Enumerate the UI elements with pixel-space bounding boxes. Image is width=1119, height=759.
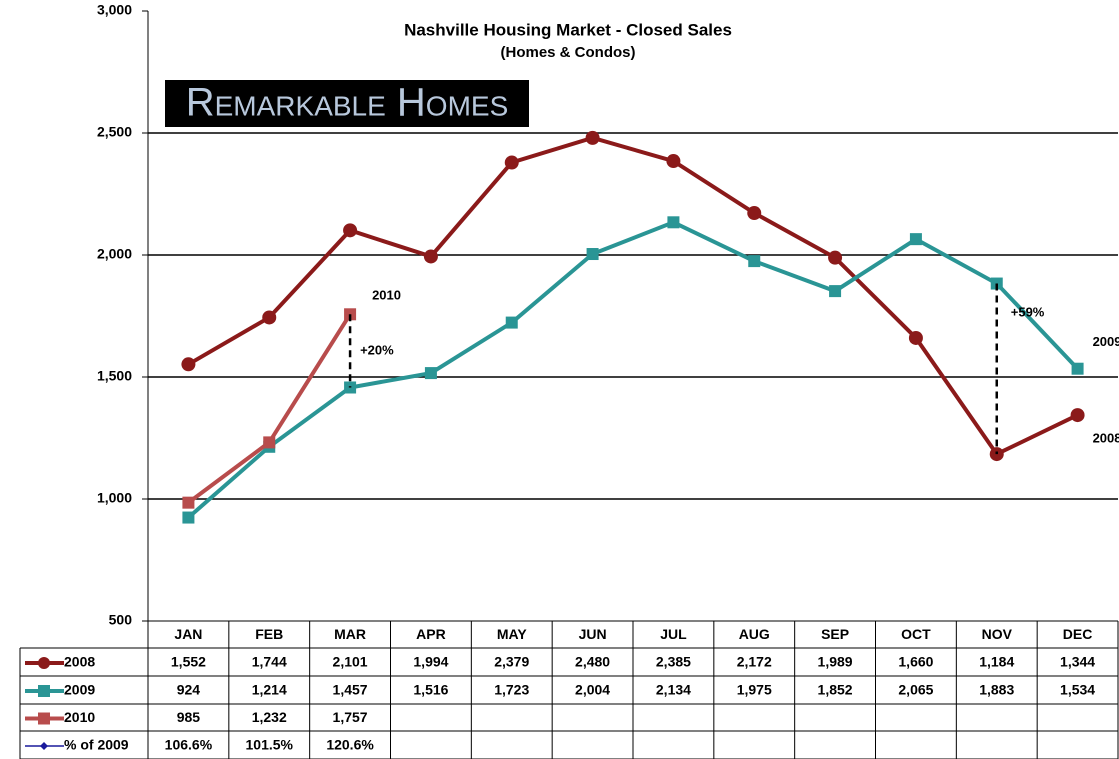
table-cell: 2,065: [898, 682, 933, 698]
point: [908, 330, 923, 345]
point: [182, 496, 195, 509]
x-tick-label: AUG: [739, 626, 770, 642]
table-cell: 1,534: [1060, 682, 1095, 698]
y-tick-label: 3,000: [97, 2, 132, 18]
point: [181, 357, 196, 372]
point: [667, 216, 680, 229]
y-tick-label: 500: [109, 612, 133, 628]
y-tick-label: 2,000: [97, 246, 132, 262]
table-cell: 1,975: [737, 682, 772, 698]
table-cell: 1,214: [252, 682, 287, 698]
line: [187, 220, 1080, 520]
logo-box: [165, 80, 529, 127]
point: [666, 154, 681, 169]
x-tick-label: OCT: [901, 626, 931, 642]
annotation: 2010: [372, 288, 401, 303]
table-cell: 2,385: [656, 654, 691, 670]
table-cell: 1,184: [979, 654, 1014, 670]
table-cell: 1,994: [413, 654, 448, 670]
table-cell: 2,101: [333, 654, 368, 670]
table-cell: 1,852: [818, 682, 853, 698]
point: [343, 223, 358, 238]
point: [182, 511, 195, 524]
table-cell: 924: [177, 682, 201, 698]
table-cell: 1,516: [413, 682, 448, 698]
table-cell: 1,552: [171, 654, 206, 670]
x-tick-label: JUN: [579, 626, 607, 642]
point: [748, 255, 761, 268]
legend-marker: [38, 712, 50, 725]
y-tick-label: 1,000: [97, 490, 132, 506]
legend-label: 2009: [64, 682, 95, 698]
annotation: 2008: [1093, 431, 1119, 446]
table-cell: 1,883: [979, 682, 1014, 698]
table-cell: 1,232: [252, 709, 287, 725]
line: [187, 135, 1079, 457]
point: [504, 155, 519, 170]
table-cell: 120.6%: [326, 737, 374, 753]
table-cell: 1,457: [333, 682, 368, 698]
point: [829, 285, 842, 298]
y-tick-label: 1,500: [97, 368, 132, 384]
table-cell: 1,757: [333, 709, 368, 725]
table-cell: 2,004: [575, 682, 610, 698]
table-cell: 985: [177, 709, 201, 725]
point: [1071, 362, 1084, 375]
annotation: +20%: [360, 342, 394, 357]
legend-marker: [40, 742, 48, 750]
point: [909, 233, 922, 246]
table-cell: 101.5%: [246, 737, 294, 753]
table-cell: 2,480: [575, 654, 610, 670]
chart-subtitle: (Homes & Condos): [501, 44, 636, 61]
x-tick-label: NOV: [982, 626, 1013, 642]
table-cell: 2,172: [737, 654, 772, 670]
point: [585, 130, 600, 145]
legend-marker: [38, 657, 50, 669]
point: [263, 436, 276, 449]
annotation: 2009: [1093, 334, 1119, 349]
x-tick-label: FEB: [255, 626, 283, 642]
table-cell: 1,744: [252, 654, 287, 670]
x-tick-label: MAR: [334, 626, 366, 642]
table-cell: 106.6%: [165, 737, 213, 753]
point: [747, 206, 762, 221]
table-cell: 2,134: [656, 682, 691, 698]
point: [505, 316, 518, 329]
x-tick-label: SEP: [821, 626, 849, 642]
table-cell: 1,989: [818, 654, 853, 670]
x-tick-label: APR: [416, 626, 446, 642]
point: [586, 248, 599, 261]
line: [187, 313, 352, 505]
point: [424, 367, 437, 380]
table-cell: 1,344: [1060, 654, 1095, 670]
chart-title: Nashville Housing Market - Closed Sales: [404, 20, 732, 39]
annotation: +59%: [1011, 304, 1045, 319]
table-cell: 1,660: [898, 654, 933, 670]
logo: Remarkable Homes: [186, 81, 509, 125]
x-tick-label: JUL: [660, 626, 687, 642]
point: [828, 250, 843, 265]
legend-label: 2008: [64, 654, 95, 670]
point: [423, 249, 438, 264]
point: [262, 310, 277, 325]
point: [1070, 408, 1085, 423]
table-cell: 2,379: [494, 654, 529, 670]
x-tick-label: DEC: [1063, 626, 1093, 642]
x-tick-label: JAN: [174, 626, 202, 642]
legend-label: 2010: [64, 709, 95, 725]
table-cell: 1,723: [494, 682, 529, 698]
legend-marker: [38, 685, 50, 697]
x-tick-label: MAY: [497, 626, 527, 642]
legend-label: % of 2009: [64, 737, 129, 753]
y-tick-label: 2,500: [97, 124, 132, 140]
